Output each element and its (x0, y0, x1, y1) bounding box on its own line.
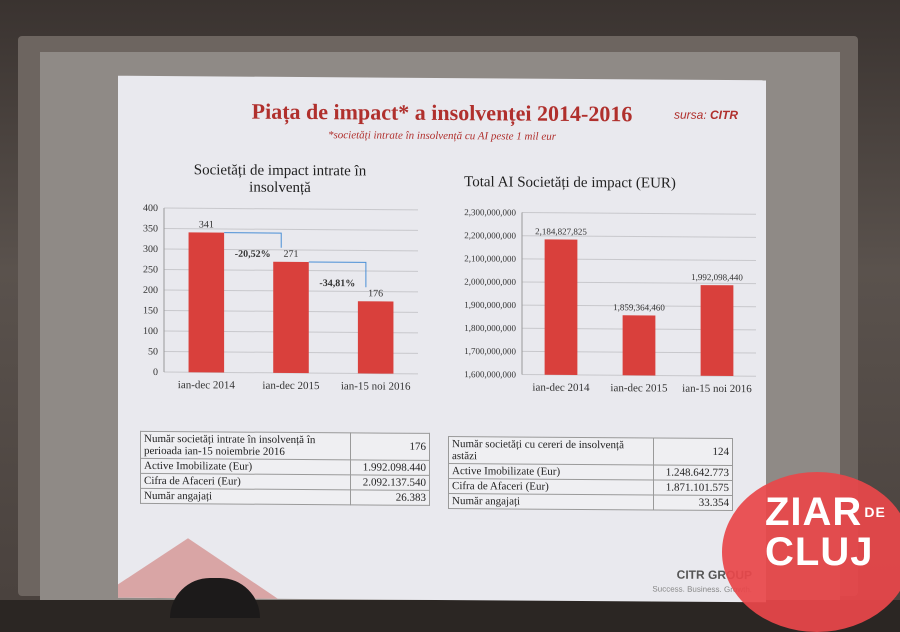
left-chart-title: Societăți de impact intrate în insolvenț… (193, 162, 367, 197)
source-prefix: sursa: (673, 107, 707, 122)
x-tick-label: ian-dec 2014 (532, 382, 590, 394)
trend-connector (224, 232, 282, 248)
watermark-line2: CLUJ (765, 530, 874, 574)
table-row-label: Active Imobilizate (Eur) (448, 463, 654, 480)
change-annotation: -34,81% (319, 278, 355, 289)
right-chart-title: Total AI Societăți de impact (EUR) (464, 174, 676, 192)
y-tick-label: 2,300,000,000 (464, 207, 516, 217)
gridline (164, 228, 418, 231)
y-tick-label: 350 (143, 223, 158, 234)
table-row-label: Cifra de Afaceri (Eur) (448, 478, 654, 495)
y-tick-label: 2,200,000,000 (464, 230, 516, 240)
y-tick-label: 50 (148, 346, 158, 357)
y-tick-label: 1,800,000,000 (464, 323, 516, 333)
table-row-value: 1.248.642.773 (653, 464, 733, 481)
x-tick-label: ian-15 noi 2016 (341, 380, 411, 392)
table-row-value: 26.383 (350, 489, 430, 506)
table-row-value: 1.992.098.440 (350, 459, 430, 476)
left-summary-table: Număr societăți intrate în insolvență în… (140, 431, 430, 506)
x-tick-label: ian-dec 2015 (610, 382, 668, 394)
table-row-value: 33.354 (653, 494, 733, 511)
data-label: 341 (199, 219, 214, 230)
table-row-value: 2.092.137.540 (350, 474, 430, 491)
x-tick-label: ian-15 noi 2016 (682, 383, 752, 395)
slide-subtitle: *societăți intrate în insolvență cu AI p… (327, 129, 556, 143)
table-row-label: Active Imobilizate (Eur) (140, 458, 351, 475)
table-row-value: 1.871.101.575 (653, 479, 733, 496)
y-tick-label: 400 (143, 203, 158, 214)
gridline (522, 235, 756, 238)
data-label: 2,184,827,825 (535, 226, 587, 236)
data-label: 176 (368, 288, 383, 299)
y-tick-label: 200 (143, 285, 158, 296)
table-row: Număr societăți cu cereri de insolvență … (448, 436, 733, 466)
y-tick-label: 2,100,000,000 (464, 253, 516, 263)
bar (700, 285, 734, 377)
table-row: Număr angajați 26.383 (140, 488, 430, 506)
y-tick-label: 2,000,000,000 (464, 277, 516, 287)
right-bar-chart: 1,600,000,000 1,700,000,000 1,800,000,000 1… (464, 207, 756, 395)
x-tick-label: ian-dec 2014 (178, 379, 236, 391)
bar (544, 239, 578, 375)
presentation-slide: Piața de impact* a insolvenței 2014-2016… (118, 75, 766, 603)
x-tick-label: ian-dec 2015 (262, 380, 320, 392)
change-annotation: -20,52% (235, 249, 271, 260)
source-note: sursa: CITR (674, 108, 738, 122)
table-row-label: Număr angajați (448, 493, 654, 510)
bar (622, 315, 656, 376)
y-tick-label: 0 (153, 367, 158, 378)
table-row-label: Număr angajați (140, 488, 351, 505)
table-row-label: Cifra de Afaceri (Eur) (140, 473, 351, 490)
source-name: CITR (710, 107, 738, 123)
slide-title: Piața de impact* a insolvenței 2014-2016 (251, 98, 633, 127)
bar (273, 261, 309, 374)
table-row-label: Număr societăți cu cereri de insolvență … (448, 436, 654, 465)
bar (188, 232, 225, 373)
table-row: Număr societăți intrate în insolvență în… (140, 431, 430, 461)
data-label: 271 (284, 249, 299, 260)
y-tick-label: 300 (143, 244, 158, 255)
y-tick-label: 250 (143, 264, 158, 275)
bar (357, 301, 394, 374)
table-row-value: 124 (653, 437, 733, 466)
data-label: 1,992,098,440 (691, 272, 743, 282)
left-bar-chart: 0 50 100 150 200 250 300 350 400 341 ian-dec 2014 2… (143, 203, 418, 393)
gridline (164, 207, 418, 211)
trend-connector (308, 261, 367, 288)
table-row-label: Număr societăți intrate în insolvență în… (140, 431, 351, 460)
watermark-line1: ZIAR (765, 490, 863, 534)
y-tick-label: 1,900,000,000 (464, 300, 516, 310)
watermark-text: ZIAR DE CLUJ (765, 492, 886, 572)
y-tick-label: 1,700,000,000 (464, 346, 516, 356)
data-label: 1,859,364,460 (613, 302, 665, 312)
table-row: Număr angajați 33.354 (448, 493, 733, 511)
gridline (522, 212, 756, 215)
right-summary-table: Număr societăți cu cereri de insolvență … (448, 436, 733, 511)
y-tick-label: 100 (143, 326, 158, 337)
table-row-value: 176 (350, 432, 430, 461)
y-tick-label: 150 (143, 305, 158, 316)
watermark-de: DE (864, 504, 886, 520)
y-tick-label: 1,600,000,000 (464, 369, 516, 379)
